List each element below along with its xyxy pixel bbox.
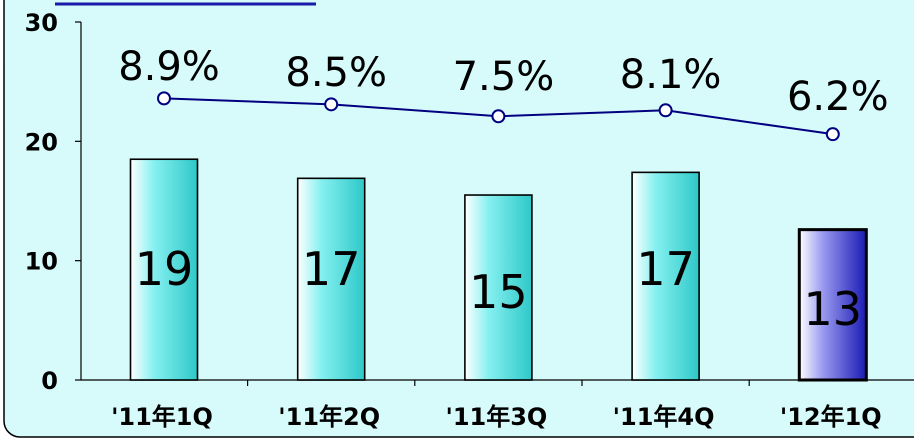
ratio-point	[157, 91, 171, 106]
bar-value-label: 17	[302, 242, 361, 296]
bar-value-label: 13	[804, 282, 863, 336]
ratio-point	[825, 127, 840, 142]
category-label: '11年3Q	[445, 403, 547, 431]
bar	[797, 228, 868, 382]
ratio-point	[658, 103, 673, 118]
category-label: '12年1Q	[780, 403, 882, 431]
bar	[129, 158, 199, 381]
y-tick-label: 20	[25, 128, 58, 156]
axes: 0 10 20 30	[25, 9, 914, 395]
ratio-label: 8.5%	[285, 50, 387, 96]
ratio-label: 6.2%	[787, 74, 889, 120]
bar-value-label: 19	[135, 242, 194, 296]
ratio-line-layer	[157, 91, 840, 142]
bar	[631, 171, 700, 381]
ratio-label: 8.9%	[118, 44, 220, 90]
ratio-point	[491, 109, 506, 124]
bar	[464, 194, 533, 381]
labels: 19 17 15 17 13 8.9% 8.5% 7.5% 8.1% 6.2% '11年1Q '11年…	[111, 44, 889, 431]
bar-value-label: 15	[469, 265, 528, 319]
ratio-label: 7.5%	[453, 54, 555, 100]
bars	[129, 158, 868, 382]
y-tick-label: 30	[25, 9, 58, 37]
bar-value-label: 17	[636, 242, 695, 296]
y-tick-label: 10	[25, 248, 58, 276]
ratio-point	[324, 97, 339, 112]
ratio-label: 8.1%	[620, 52, 722, 98]
bar	[296, 177, 366, 381]
category-label: '11年4Q	[613, 403, 715, 431]
category-label: '11年2Q	[278, 403, 380, 431]
y-tick-label: 0	[41, 367, 58, 395]
category-label: '11年1Q	[111, 403, 213, 431]
